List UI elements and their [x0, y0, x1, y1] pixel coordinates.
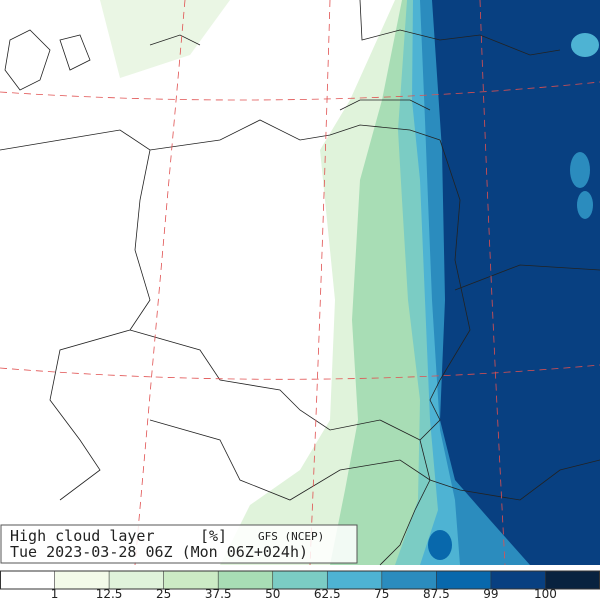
meridian [479, 0, 506, 566]
border [454, 264, 600, 291]
coastline [4, 29, 201, 91]
unit: [%] [200, 527, 227, 545]
border [359, 0, 561, 56]
cloud-area [432, 0, 600, 565]
meridian [134, 0, 186, 566]
colorbar-label: 99 [483, 587, 498, 600]
parallel [0, 364, 600, 380]
colorbar-label: 100 [534, 587, 557, 600]
valid-time: Tue 2023-03-28 06Z (Mon 06Z+024h) [10, 543, 308, 561]
coastline [0, 119, 441, 151]
colorbar: 1 12.5 25 37.5 50 62.5 75 87.5 99 100 [0, 570, 600, 600]
colorbar-label: 87.5 [423, 587, 450, 600]
colorbar-label: 50 [265, 587, 280, 600]
colorbar-label: 62.5 [314, 587, 341, 600]
colorbar-segment [381, 571, 437, 589]
colorbar-label: 12.5 [96, 587, 123, 600]
colorbar-segment [218, 571, 274, 589]
meridian [309, 0, 331, 566]
title: High cloud layer [10, 527, 155, 545]
cloud-area [100, 0, 230, 78]
border [49, 149, 151, 501]
graticule [0, 0, 600, 566]
cloud-area [570, 152, 590, 188]
colorbar-label: 25 [156, 587, 171, 600]
colorbar-segment [327, 571, 383, 589]
colorbar-segment [272, 571, 328, 589]
colorbar-segment [436, 571, 492, 589]
cloud-area [571, 33, 599, 57]
model: GFS (NCEP) [258, 530, 324, 543]
parallel [0, 81, 600, 101]
borders [0, 0, 600, 566]
cloud-area [428, 530, 452, 560]
border [379, 439, 431, 566]
cloud-field [100, 0, 600, 565]
border [439, 139, 471, 381]
colorbar-segment [109, 571, 165, 589]
legend-box [0, 524, 358, 564]
cloud-area [577, 191, 593, 219]
colorbar-label: 1 [51, 587, 59, 600]
border [339, 99, 431, 111]
border [129, 329, 441, 441]
border [149, 419, 600, 501]
colorbar-label: 37.5 [205, 587, 232, 600]
colorbar-segment [163, 571, 219, 589]
colorbar-segment [0, 571, 56, 589]
colorbar-label: 75 [374, 587, 389, 600]
colorbar-segment [490, 571, 546, 589]
colorbar-segment [545, 571, 600, 589]
colorbar-segment [54, 571, 110, 589]
